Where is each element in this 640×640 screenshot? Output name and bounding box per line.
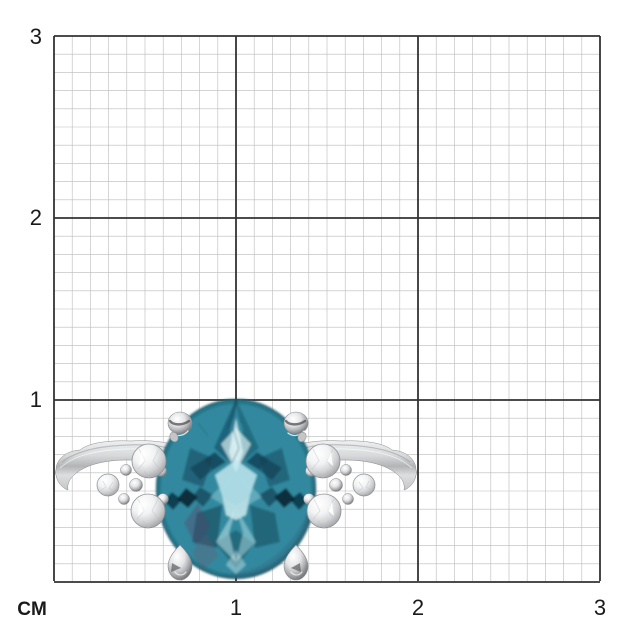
svg-text:2: 2 xyxy=(412,595,424,620)
svg-text:3: 3 xyxy=(594,595,606,620)
svg-text:1: 1 xyxy=(230,595,242,620)
svg-text:2: 2 xyxy=(30,205,42,230)
svg-text:CM: CM xyxy=(17,599,47,620)
svg-text:3: 3 xyxy=(30,24,42,49)
svg-text:1: 1 xyxy=(30,387,42,412)
